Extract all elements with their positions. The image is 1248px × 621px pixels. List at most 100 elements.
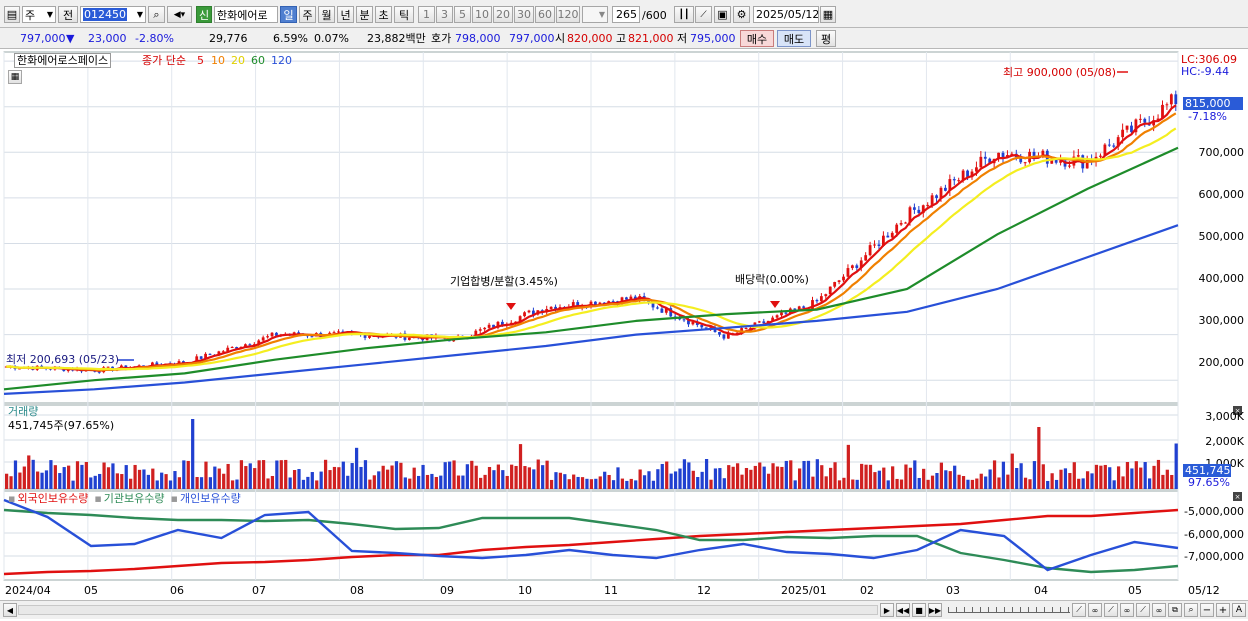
volume-bar bbox=[18, 472, 22, 489]
candle bbox=[407, 337, 411, 340]
volume-current-tag: 451,745 bbox=[1183, 464, 1231, 477]
candle bbox=[1032, 151, 1036, 157]
volume-bar bbox=[860, 463, 864, 489]
volume-bar bbox=[111, 463, 115, 489]
chart-scrollbar[interactable]: ◀ ▶ ◀◀ ■ ▶▶ ⟋ ∞ ⟋ ∞ ⟋ ∞ ⧉ ⌕ − + A bbox=[0, 600, 1248, 619]
candle bbox=[886, 235, 890, 238]
gear-icon[interactable]: ⚙ bbox=[733, 6, 750, 23]
stock-name-field[interactable]: 한화에어로 bbox=[214, 6, 278, 23]
scroll-track[interactable] bbox=[18, 605, 878, 615]
tab-monthly[interactable]: 월 bbox=[318, 6, 335, 23]
candle bbox=[722, 334, 726, 339]
tab-daily[interactable]: 일 bbox=[280, 6, 297, 23]
candle bbox=[691, 321, 695, 325]
volume-bar bbox=[762, 466, 766, 489]
minute-120-button[interactable]: 120 bbox=[556, 6, 580, 23]
candle bbox=[961, 170, 965, 181]
candle bbox=[226, 347, 230, 352]
speaker-icon[interactable]: ◀▾ bbox=[167, 6, 192, 23]
tool-icon[interactable]: ⟋ bbox=[1104, 603, 1118, 617]
minute-20-button[interactable]: 20 bbox=[493, 6, 513, 23]
date-input[interactable]: 2025/05/12 bbox=[753, 6, 819, 23]
volume-bar bbox=[1032, 461, 1037, 489]
volume-bar bbox=[997, 477, 1001, 489]
candle bbox=[1010, 153, 1014, 156]
minute-5-button[interactable]: 5 bbox=[454, 6, 471, 23]
zoom-slider[interactable] bbox=[948, 607, 1070, 613]
x-tick: 05 bbox=[1128, 584, 1142, 597]
grid-icon[interactable]: ▦ bbox=[8, 70, 22, 84]
line-tool-icon[interactable]: ⟋ bbox=[695, 6, 712, 23]
scroll-left-icon[interactable]: ◀ bbox=[3, 603, 17, 617]
volume-bar bbox=[1046, 480, 1050, 489]
volume-bar bbox=[758, 462, 762, 489]
candle bbox=[500, 321, 504, 326]
zoom-in-icon[interactable]: + bbox=[1216, 603, 1230, 617]
buy-button[interactable]: 매수 bbox=[740, 30, 774, 47]
save-icon[interactable]: ▣ bbox=[714, 6, 731, 23]
calendar-icon[interactable]: ▦ bbox=[820, 6, 836, 23]
minute-10-button[interactable]: 10 bbox=[472, 6, 492, 23]
tab-weekly[interactable]: 주 bbox=[299, 6, 316, 23]
volume-bar bbox=[851, 479, 855, 489]
candle bbox=[1121, 129, 1125, 138]
font-size-icon[interactable]: A bbox=[1232, 603, 1246, 617]
volume-bar bbox=[886, 480, 890, 489]
tab-yearly[interactable]: 년 bbox=[337, 6, 354, 23]
minute-30-button[interactable]: 30 bbox=[514, 6, 534, 23]
candle bbox=[983, 156, 987, 159]
volume-bar bbox=[514, 465, 518, 489]
panel-close-icon[interactable]: × bbox=[1233, 492, 1242, 501]
search-icon[interactable]: ⌕ bbox=[148, 6, 165, 23]
volume-bar bbox=[297, 469, 301, 489]
current-pct-label: -7.18% bbox=[1188, 110, 1227, 123]
menu-icon[interactable]: ▤ bbox=[4, 6, 20, 23]
tab-tick[interactable]: 틱 bbox=[394, 6, 414, 23]
minute-1-button[interactable]: 1 bbox=[418, 6, 435, 23]
fast-forward-icon[interactable]: ▶▶ bbox=[928, 603, 942, 617]
candle bbox=[532, 310, 535, 315]
sell-button[interactable]: 매도 bbox=[777, 30, 811, 47]
volume-bar bbox=[275, 460, 279, 489]
candle bbox=[487, 324, 491, 328]
zoom-icon[interactable]: ⌕ bbox=[1184, 603, 1198, 617]
panel-close-icon[interactable]: × bbox=[1233, 406, 1242, 415]
ma-120-label: 120 bbox=[271, 54, 292, 67]
rewind-icon[interactable]: ◀◀ bbox=[896, 603, 910, 617]
tab-minute[interactable]: 분 bbox=[356, 6, 373, 23]
tab-second[interactable]: 초 bbox=[375, 6, 392, 23]
scroll-right-icon[interactable]: ▶ bbox=[880, 603, 894, 617]
stock-code-input[interactable]: 012450 ▼ bbox=[80, 6, 146, 23]
zoom-out-icon[interactable]: − bbox=[1200, 603, 1214, 617]
evaluate-button[interactable]: 평 bbox=[816, 30, 836, 47]
candle bbox=[337, 331, 340, 333]
candle bbox=[704, 327, 708, 329]
candle bbox=[492, 324, 495, 328]
tool-icon[interactable]: ⟋ bbox=[1072, 603, 1086, 617]
volume-bar bbox=[815, 459, 819, 489]
volume-bar bbox=[399, 462, 403, 489]
volume-bar bbox=[780, 466, 784, 489]
copy-icon[interactable]: ⧉ bbox=[1168, 603, 1182, 617]
period-mode-button[interactable]: 전 bbox=[58, 6, 78, 23]
candle bbox=[474, 330, 478, 337]
volume-bar bbox=[687, 462, 691, 489]
candle bbox=[1085, 159, 1089, 169]
minute-3-button[interactable]: 3 bbox=[436, 6, 453, 23]
volume-bar bbox=[98, 473, 102, 489]
link-icon[interactable]: ∞ bbox=[1152, 603, 1166, 617]
minute-60-button[interactable]: 60 bbox=[535, 6, 555, 23]
link-icon[interactable]: ∞ bbox=[1088, 603, 1102, 617]
stop-icon[interactable]: ■ bbox=[912, 603, 926, 617]
link-icon[interactable]: ∞ bbox=[1120, 603, 1134, 617]
volume-bar bbox=[833, 462, 837, 489]
count-input[interactable]: 265 bbox=[612, 6, 640, 23]
volume-bar bbox=[926, 479, 930, 489]
volume-bar bbox=[713, 468, 718, 489]
tool-icon[interactable]: ⟋ bbox=[1136, 603, 1150, 617]
market-type-select[interactable]: 주 ▼ bbox=[22, 6, 56, 23]
price-change: 23,000 bbox=[88, 32, 127, 45]
volume-bar bbox=[944, 470, 948, 489]
custom-interval-select[interactable]: ▼ bbox=[582, 6, 608, 23]
candle-type-icon[interactable]: ┃┃ bbox=[674, 6, 694, 23]
